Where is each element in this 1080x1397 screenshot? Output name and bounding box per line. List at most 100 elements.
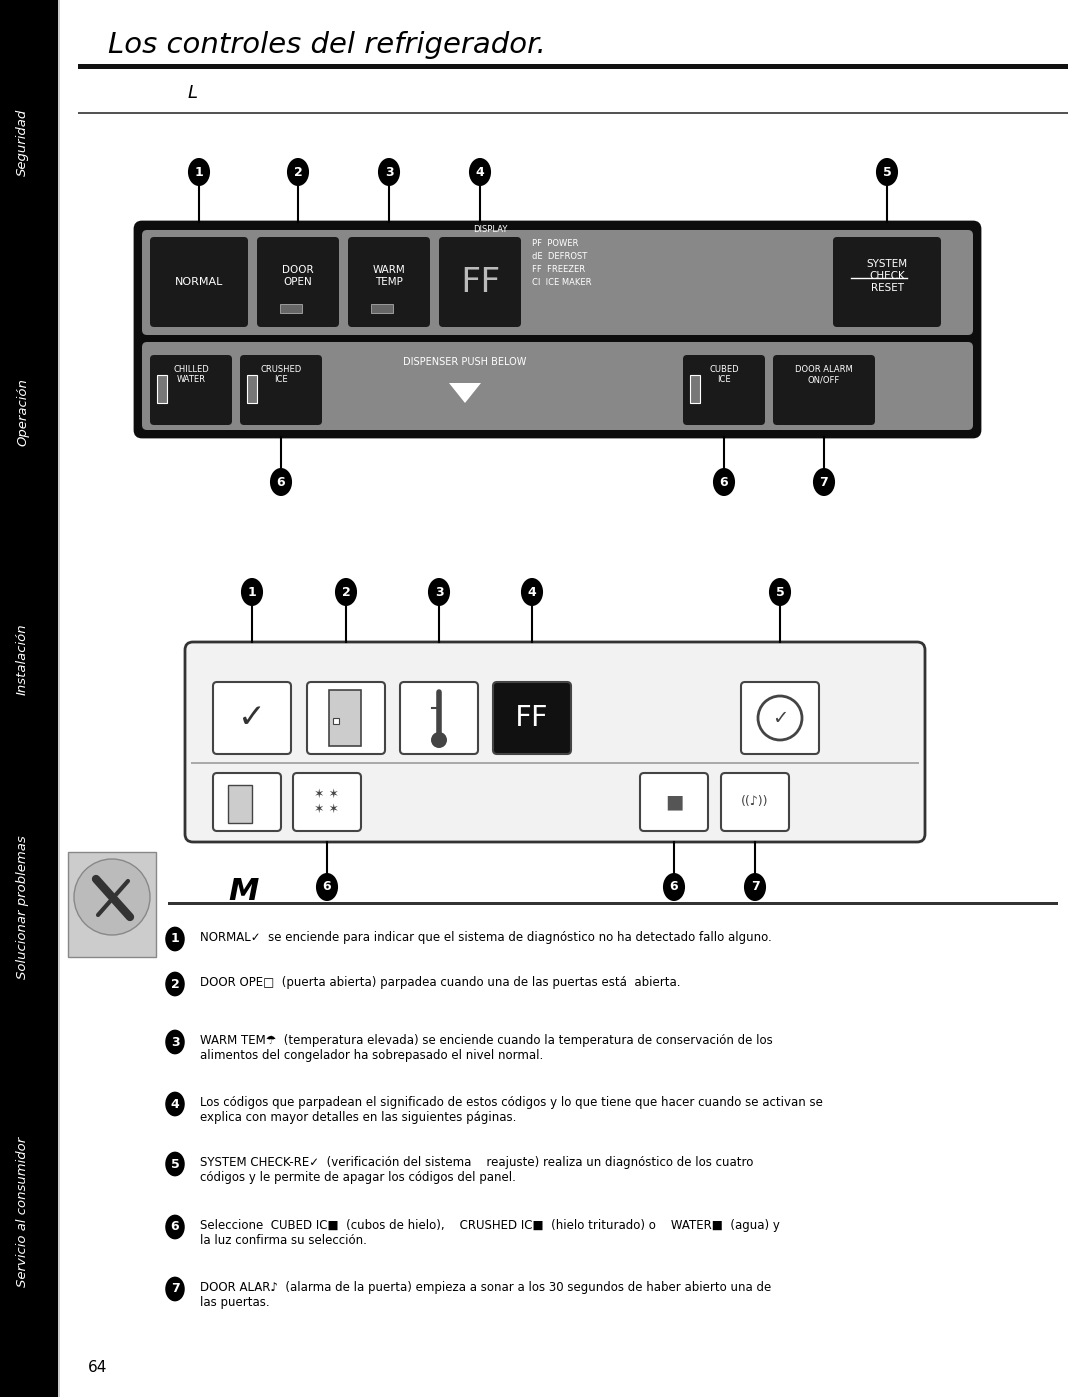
FancyBboxPatch shape xyxy=(141,231,973,335)
Text: FF: FF xyxy=(515,704,549,732)
Text: WARM TEM☂  (temperatura elevada) se enciende cuando la temperatura de conservaci: WARM TEM☂ (temperatura elevada) se encie… xyxy=(200,1034,773,1062)
FancyBboxPatch shape xyxy=(348,237,430,327)
Bar xyxy=(58,0,60,1397)
Bar xyxy=(191,761,919,764)
Ellipse shape xyxy=(876,158,899,186)
Text: ✓: ✓ xyxy=(238,701,266,735)
Text: 4: 4 xyxy=(475,165,484,179)
Text: 4: 4 xyxy=(528,585,537,598)
Ellipse shape xyxy=(270,468,292,496)
Bar xyxy=(0,789,58,799)
Ellipse shape xyxy=(378,158,400,186)
Text: 7: 7 xyxy=(820,475,828,489)
Text: Seguridad: Seguridad xyxy=(16,109,29,176)
Text: 7: 7 xyxy=(751,880,759,894)
Bar xyxy=(0,939,58,949)
Text: PF  POWER: PF POWER xyxy=(532,239,579,249)
Ellipse shape xyxy=(165,1151,185,1176)
Bar xyxy=(280,305,302,313)
Text: 7: 7 xyxy=(171,1282,179,1295)
Text: DOOR ALARM
ON/OFF: DOOR ALARM ON/OFF xyxy=(795,365,853,384)
FancyBboxPatch shape xyxy=(833,237,941,327)
Text: 6: 6 xyxy=(719,475,728,489)
Text: SYSTEM
CHECK
RESET: SYSTEM CHECK RESET xyxy=(866,260,907,292)
Text: 4: 4 xyxy=(171,1098,179,1111)
Text: 64: 64 xyxy=(87,1359,107,1375)
Text: 5: 5 xyxy=(775,585,784,598)
Ellipse shape xyxy=(428,578,450,606)
FancyBboxPatch shape xyxy=(773,355,875,425)
Bar xyxy=(157,374,167,402)
Text: Los controles del refrigerador.: Los controles del refrigerador. xyxy=(108,31,545,59)
Text: 3: 3 xyxy=(171,1035,179,1049)
FancyBboxPatch shape xyxy=(135,222,980,437)
Text: 6: 6 xyxy=(670,880,678,894)
Text: 3: 3 xyxy=(434,585,443,598)
Bar xyxy=(78,112,1068,115)
Text: CHILLED
WATER: CHILLED WATER xyxy=(173,365,208,384)
Text: 5: 5 xyxy=(882,165,891,179)
Ellipse shape xyxy=(188,158,210,186)
Text: ((♪)): ((♪)) xyxy=(741,795,769,809)
FancyBboxPatch shape xyxy=(293,773,361,831)
Circle shape xyxy=(431,732,447,747)
Text: Solucionar problemas: Solucionar problemas xyxy=(16,835,29,979)
Polygon shape xyxy=(449,383,481,402)
Bar xyxy=(78,64,1068,68)
Text: dE  DEFROST: dE DEFROST xyxy=(532,251,588,261)
Ellipse shape xyxy=(713,468,735,496)
Ellipse shape xyxy=(165,972,185,996)
Text: NORMAL✓  se enciende para indicar que el sistema de diagnóstico no ha detectado : NORMAL✓ se enciende para indicar que el … xyxy=(200,930,772,944)
Text: DISPENSER PUSH BELOW: DISPENSER PUSH BELOW xyxy=(403,358,527,367)
FancyBboxPatch shape xyxy=(185,643,924,842)
Ellipse shape xyxy=(769,578,791,606)
FancyBboxPatch shape xyxy=(640,773,708,831)
Ellipse shape xyxy=(663,873,685,901)
Ellipse shape xyxy=(165,1030,185,1055)
Bar xyxy=(68,852,156,957)
Text: Seleccione  CUBED IC■  (cubos de hielo),    CRUSHED IC■  (hielo triturado) o    : Seleccione CUBED IC■ (cubos de hielo), C… xyxy=(200,1220,780,1248)
Text: Los códigos que parpadean el significado de estos códigos y lo que tiene que hac: Los códigos que parpadean el significado… xyxy=(200,1097,823,1125)
Bar xyxy=(329,690,361,746)
Ellipse shape xyxy=(165,1277,185,1302)
Text: 3: 3 xyxy=(384,165,393,179)
Text: DOOR
OPEN: DOOR OPEN xyxy=(282,265,314,286)
Bar xyxy=(168,902,1058,905)
FancyBboxPatch shape xyxy=(257,237,339,327)
FancyBboxPatch shape xyxy=(400,682,478,754)
Ellipse shape xyxy=(241,578,264,606)
FancyBboxPatch shape xyxy=(492,682,571,754)
Text: DISPLAY: DISPLAY xyxy=(473,225,508,235)
FancyBboxPatch shape xyxy=(213,773,281,831)
Text: 1: 1 xyxy=(171,933,179,946)
Text: WARM
TEMP: WARM TEMP xyxy=(373,265,405,286)
Text: ✶ ✶
✶ ✶: ✶ ✶ ✶ ✶ xyxy=(314,788,339,816)
Text: SYSTEM CHECK-RE✓  (verificación del sistema    reajuste) realiza un diagnóstico : SYSTEM CHECK-RE✓ (verificación del siste… xyxy=(200,1155,754,1185)
Text: DOOR ALAR♪  (alarma de la puerta) empieza a sonar a los 30 segundos de haber abi: DOOR ALAR♪ (alarma de la puerta) empieza… xyxy=(200,1281,771,1309)
Ellipse shape xyxy=(165,926,185,951)
Bar xyxy=(333,718,339,724)
Bar xyxy=(247,374,257,402)
Text: FF: FF xyxy=(460,265,500,299)
Text: DOOR OPE□  (puerta abierta) parpadea cuando una de las puertas está  abierta.: DOOR OPE□ (puerta abierta) parpadea cuan… xyxy=(200,977,680,989)
Ellipse shape xyxy=(165,1214,185,1239)
FancyBboxPatch shape xyxy=(213,682,291,754)
Text: CRUSHED
ICE: CRUSHED ICE xyxy=(260,365,301,384)
Ellipse shape xyxy=(335,578,357,606)
FancyBboxPatch shape xyxy=(307,682,384,754)
Text: 6: 6 xyxy=(171,1221,179,1234)
Text: M: M xyxy=(228,877,258,907)
Text: Servicio al consumidor: Servicio al consumidor xyxy=(16,1137,29,1287)
Text: 2: 2 xyxy=(341,585,350,598)
Bar xyxy=(0,0,58,1397)
Text: NORMAL: NORMAL xyxy=(175,277,224,286)
FancyBboxPatch shape xyxy=(741,682,819,754)
Ellipse shape xyxy=(165,1091,185,1116)
Text: 6: 6 xyxy=(276,475,285,489)
FancyBboxPatch shape xyxy=(438,237,521,327)
Bar xyxy=(690,374,700,402)
Ellipse shape xyxy=(287,158,309,186)
Text: 5: 5 xyxy=(171,1158,179,1171)
Text: 1: 1 xyxy=(247,585,256,598)
FancyBboxPatch shape xyxy=(721,773,789,831)
